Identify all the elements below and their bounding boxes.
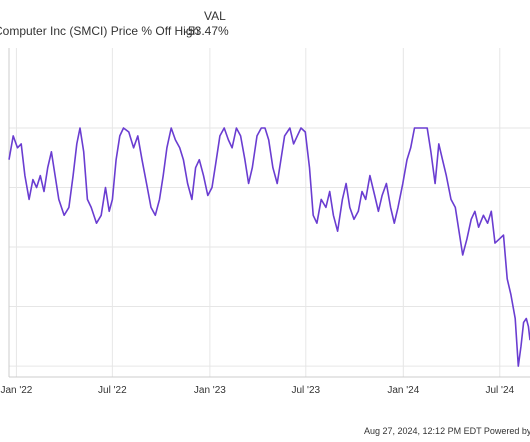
chart-footer: Aug 27, 2024, 12:12 PM EDT Powered by [364,426,530,436]
chart-area [0,48,530,378]
legend-series-name: Computer Inc (SMCI) Price % Off High [0,24,200,38]
x-tick-label: Jan '24 [387,385,420,396]
x-tick-label: Jan '23 [193,385,226,396]
legend-series-value: -53.47% [184,24,229,38]
series-line [8,127,530,367]
line-chart [8,48,530,378]
x-tick-label: Jul '24 [485,385,515,396]
x-tick-label: Jul '22 [98,385,127,396]
x-tick-label: Jan '22 [0,385,33,396]
x-tick-label: Jul '23 [291,385,321,396]
legend-header: VAL [204,9,226,23]
